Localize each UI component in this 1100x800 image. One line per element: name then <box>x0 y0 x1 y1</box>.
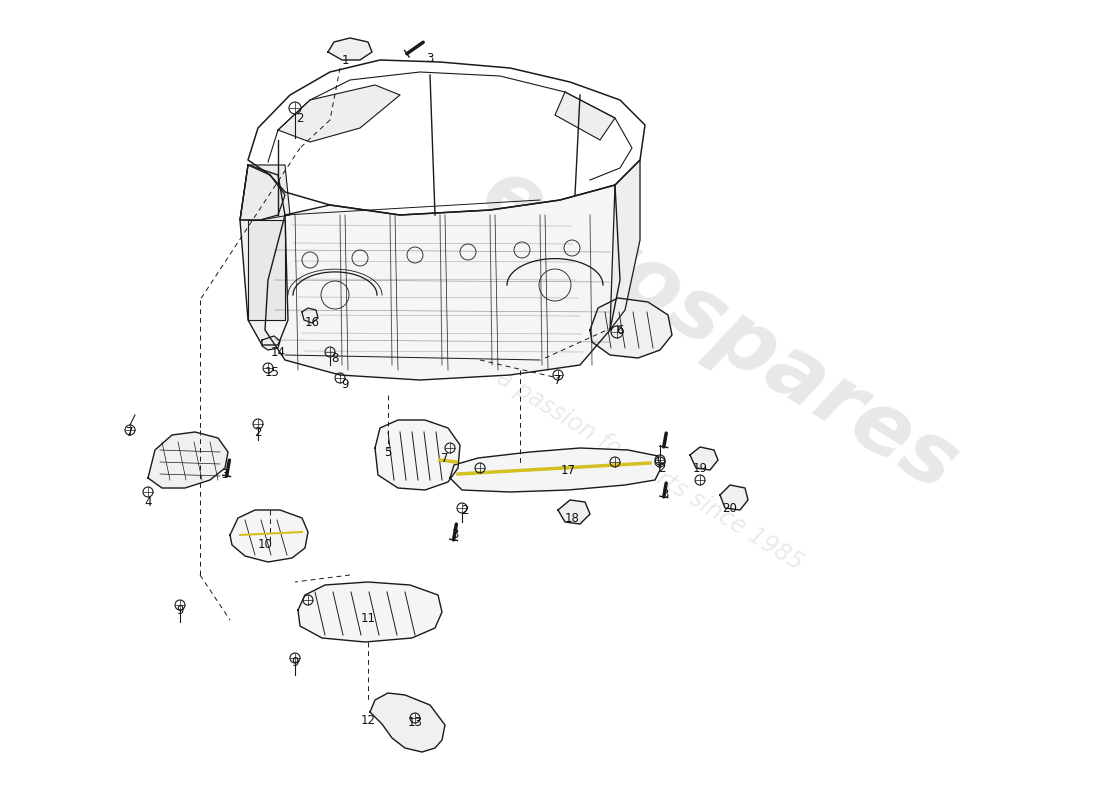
Polygon shape <box>240 165 285 220</box>
Text: 12: 12 <box>361 714 375 726</box>
Polygon shape <box>558 500 590 524</box>
Text: 4: 4 <box>144 495 152 509</box>
Text: 7: 7 <box>126 426 134 438</box>
Polygon shape <box>265 185 620 380</box>
Text: 3: 3 <box>221 469 229 482</box>
Text: 2: 2 <box>296 111 304 125</box>
Polygon shape <box>720 485 748 510</box>
Text: 18: 18 <box>564 511 580 525</box>
Polygon shape <box>690 447 718 470</box>
Text: 7: 7 <box>554 374 562 386</box>
Text: 17: 17 <box>561 463 575 477</box>
Polygon shape <box>262 336 280 350</box>
Text: 11: 11 <box>361 611 375 625</box>
Text: 3: 3 <box>451 529 459 542</box>
Polygon shape <box>375 420 460 490</box>
Polygon shape <box>278 85 400 142</box>
Text: 2: 2 <box>254 426 262 438</box>
Polygon shape <box>230 510 308 562</box>
Text: 3: 3 <box>661 489 669 502</box>
Polygon shape <box>328 38 372 60</box>
Polygon shape <box>450 448 660 492</box>
Polygon shape <box>148 432 228 488</box>
Text: 2: 2 <box>658 462 666 474</box>
Text: a passion for parts since 1985: a passion for parts since 1985 <box>493 366 807 574</box>
Polygon shape <box>610 160 640 330</box>
Polygon shape <box>556 92 615 140</box>
Text: 14: 14 <box>271 346 286 358</box>
Text: 10: 10 <box>257 538 273 551</box>
Polygon shape <box>370 693 446 752</box>
Text: 19: 19 <box>693 462 707 474</box>
Text: 5: 5 <box>384 446 392 458</box>
Text: 3: 3 <box>427 51 433 65</box>
Polygon shape <box>298 582 442 642</box>
Text: 9: 9 <box>292 655 299 669</box>
Text: 13: 13 <box>408 715 422 729</box>
Polygon shape <box>240 165 288 345</box>
Text: 2: 2 <box>461 503 469 517</box>
Polygon shape <box>590 298 672 358</box>
Text: eurospares: eurospares <box>468 150 972 510</box>
Polygon shape <box>248 220 285 320</box>
Text: 6: 6 <box>616 323 624 337</box>
Text: 1: 1 <box>341 54 349 66</box>
Text: 7: 7 <box>441 451 449 465</box>
Text: 9: 9 <box>341 378 349 391</box>
Text: 15: 15 <box>265 366 279 378</box>
Text: 16: 16 <box>305 315 319 329</box>
Text: 20: 20 <box>723 502 737 514</box>
Text: 9: 9 <box>176 603 184 617</box>
Text: 8: 8 <box>331 351 339 365</box>
Polygon shape <box>240 165 290 220</box>
Polygon shape <box>302 308 318 323</box>
